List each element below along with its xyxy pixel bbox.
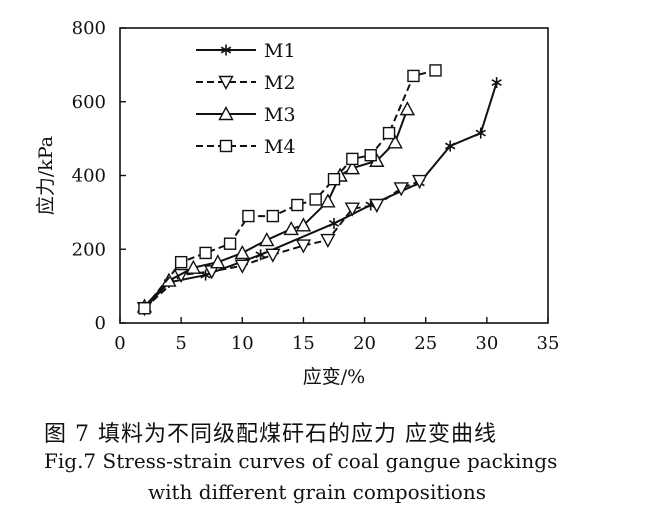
legend-marker-m1 <box>220 44 232 56</box>
data-point-m1 <box>491 77 502 89</box>
data-point-m2 <box>234 259 250 274</box>
data-point-m2 <box>369 198 385 213</box>
y-tick-label: 200 <box>72 239 106 260</box>
data-point-m3 <box>344 160 361 175</box>
data-point-m2 <box>295 239 312 254</box>
data-point-m2 <box>320 233 336 249</box>
data-point-m4 <box>309 193 322 206</box>
data-point-m1 <box>328 217 340 229</box>
y-tick-label: 400 <box>72 166 106 187</box>
data-point-m1 <box>444 140 456 152</box>
legend-marker-m2 <box>218 75 234 90</box>
x-tick-label: 25 <box>414 333 437 354</box>
series-line-m2 <box>143 180 420 309</box>
data-point-m3 <box>185 259 202 274</box>
data-point-m3 <box>259 232 275 247</box>
data-point-m4 <box>327 172 341 186</box>
data-point-m4 <box>138 302 151 315</box>
data-point-m4 <box>291 198 304 212</box>
data-point-m3 <box>295 217 312 232</box>
data-point-m2 <box>344 202 361 217</box>
data-point-m2 <box>265 248 281 263</box>
x-tick-label: 5 <box>175 333 186 354</box>
y-axis-label: 应力/kPa <box>35 136 57 215</box>
x-axis-label: 应变/% <box>303 366 365 388</box>
data-point-m4 <box>429 64 442 77</box>
data-point-m4 <box>174 255 188 269</box>
x-tick-label: 0 <box>114 333 125 354</box>
data-point-m2 <box>411 174 428 190</box>
y-tick-label: 600 <box>72 92 106 113</box>
data-point-m4 <box>382 126 396 140</box>
data-point-m2 <box>393 182 409 197</box>
legend-marker-m3 <box>218 106 234 121</box>
legend-label-m4: M4 <box>264 136 296 158</box>
data-point-m4 <box>407 69 420 83</box>
data-point-m3 <box>234 244 250 260</box>
data-point-m4 <box>346 152 359 166</box>
legend-label-m3: M3 <box>264 104 296 126</box>
legend-label-m1: M1 <box>264 40 296 62</box>
data-point-m4 <box>266 209 280 223</box>
data-point-m3 <box>210 254 226 269</box>
x-tick-label: 30 <box>475 333 498 354</box>
data-point-m3 <box>320 193 336 208</box>
y-tick-label: 800 <box>72 18 106 39</box>
x-tick-label: 15 <box>292 333 315 354</box>
x-tick-label: 10 <box>231 333 254 354</box>
y-tick-label: 0 <box>95 313 106 334</box>
data-point-m1 <box>475 127 486 139</box>
figure-caption-english-line1: Fig.7 Stress-strain curves of coal gangu… <box>44 449 558 473</box>
stress-strain-chart: 0 5 10 15 20 25 30 35 0 200 400 600 800 应变/% 应力/kPa M1 M… <box>35 18 560 388</box>
legend-marker-m4 <box>219 139 233 153</box>
figure-caption-english-line2: with different grain compositions <box>148 480 486 504</box>
data-point-m4 <box>242 209 255 223</box>
figure-caption-chinese: 图 7 填料为不同级配煤矸石的应力 应变曲线 <box>44 422 497 447</box>
x-tick-label: 35 <box>537 333 560 354</box>
data-point-m4 <box>199 246 212 260</box>
data-point-m4 <box>364 149 377 162</box>
data-point-m3 <box>283 220 299 236</box>
data-point-m3 <box>387 134 403 149</box>
x-tick-label: 20 <box>353 333 376 354</box>
legend-label-m2: M2 <box>264 72 296 94</box>
data-point-m4 <box>223 237 237 250</box>
data-point-m1 <box>255 249 266 261</box>
data-point-m3 <box>399 101 416 116</box>
